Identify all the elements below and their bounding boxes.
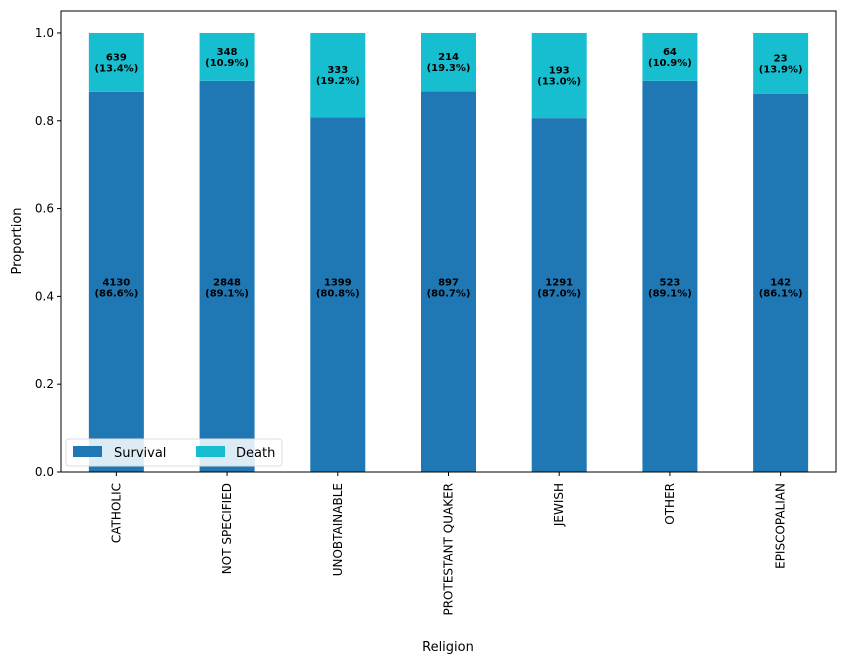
bar-death-jewish (531, 32, 587, 119)
x-axis: CATHOLIC NOT SPECIFIED UNOBTAINABLE PROTEST… (109, 472, 788, 616)
bar-label-death-jewish-line1: 193 (549, 66, 570, 77)
bars-layer (88, 32, 809, 472)
x-tick-label-not-specified: NOT SPECIFIED (220, 483, 234, 574)
bar-label-death-unobtainable-line2: (19.2%) (316, 76, 360, 87)
bar-label-death-protestant-quaker-line1: 214 (438, 52, 459, 63)
bar-death-not-specified (199, 32, 255, 81)
bar-survival-catholic (88, 91, 144, 472)
bar-label-death-catholic-line1: 639 (106, 52, 127, 63)
y-tick-label: 0.4 (35, 289, 54, 303)
bar-label-death-not-specified-line2: (10.9%) (205, 58, 249, 69)
bar-survival-jewish (531, 118, 587, 472)
bar-label-death-other-line1: 64 (663, 47, 677, 58)
bar-label-survival-episcopalian-line2: (86.1%) (759, 289, 803, 300)
x-axis-label: Religion (422, 640, 474, 655)
bar-label-death-unobtainable-line1: 333 (327, 65, 348, 76)
x-tick-label-unobtainable: UNOBTAINABLE (331, 483, 345, 576)
bar-label-death-protestant-quaker-line2: (19.3%) (427, 63, 471, 74)
bar-label-death-jewish-line2: (13.0%) (537, 77, 581, 88)
bar-death-episcopalian (753, 32, 809, 94)
bar-survival-protestant-quaker (421, 91, 476, 472)
y-axis-label: Proportion (10, 207, 25, 274)
bar-label-survival-unobtainable-line2: (80.8%) (316, 289, 360, 300)
bar-survival-other (642, 80, 698, 472)
x-tick-label-jewish: JEWISH (552, 483, 566, 527)
bar-death-unobtainable (310, 32, 366, 118)
legend-label-survival: Survival (114, 446, 166, 461)
bar-label-death-episcopalian-line2: (13.9%) (759, 64, 803, 75)
bar-label-death-episcopalian-line1: 23 (774, 53, 788, 64)
bar-label-survival-jewish-line1: 1291 (545, 278, 573, 289)
bar-label-survival-catholic-line1: 4130 (102, 278, 130, 289)
y-tick-label: 0.6 (35, 202, 54, 216)
y-tick-label: 1.0 (35, 26, 54, 40)
legend-swatch-survival (73, 446, 102, 457)
legend-label-death: Death (236, 446, 275, 461)
y-axis: 0.0 0.2 0.4 0.6 0.8 1.0 (35, 26, 61, 479)
bar-label-survival-other-line2: (89.1%) (648, 289, 692, 300)
x-tick-label-episcopalian: EPISCOPALIAN (774, 483, 788, 569)
bar-label-survival-jewish-line2: (87.0%) (537, 289, 581, 300)
x-tick-label-protestant-quaker: PROTESTANT QUAKER (442, 483, 456, 616)
legend-swatch-death (196, 446, 225, 457)
y-tick-label: 0.0 (35, 465, 54, 479)
bar-death-catholic (88, 32, 144, 92)
bar-survival-episcopalian (753, 93, 809, 472)
bar-label-survival-unobtainable-line1: 1399 (324, 278, 352, 289)
bar-label-survival-protestant-quaker-line1: 897 (438, 278, 459, 289)
bar-label-survival-other-line1: 523 (659, 278, 680, 289)
y-tick-label: 0.8 (35, 114, 54, 128)
legend-box (65, 438, 283, 467)
x-tick-label-other: OTHER (663, 483, 677, 525)
bar-label-survival-episcopalian-line1: 142 (770, 278, 791, 289)
bar-survival-not-specified (199, 80, 255, 472)
bar-labels-layer: 4130(86.6%)639(13.4%)2848(89.1%)348(10.9… (94, 47, 802, 300)
bar-label-survival-catholic-line2: (86.6%) (94, 289, 138, 300)
bar-label-survival-not-specified-line2: (89.1%) (205, 289, 249, 300)
legend: Survival Death (65, 438, 283, 467)
bar-label-death-catholic-line2: (13.4%) (94, 63, 138, 74)
x-tick-label-catholic: CATHOLIC (109, 483, 123, 543)
y-tick-label: 0.2 (35, 377, 54, 391)
bar-death-other (642, 32, 698, 81)
bar-survival-unobtainable (310, 117, 366, 472)
bar-death-protestant-quaker (421, 32, 476, 92)
bar-label-survival-protestant-quaker-line2: (80.7%) (427, 289, 471, 300)
bar-label-death-not-specified-line1: 348 (217, 47, 238, 58)
bar-label-survival-not-specified-line1: 2848 (213, 278, 241, 289)
bar-label-death-other-line2: (10.9%) (648, 58, 692, 69)
